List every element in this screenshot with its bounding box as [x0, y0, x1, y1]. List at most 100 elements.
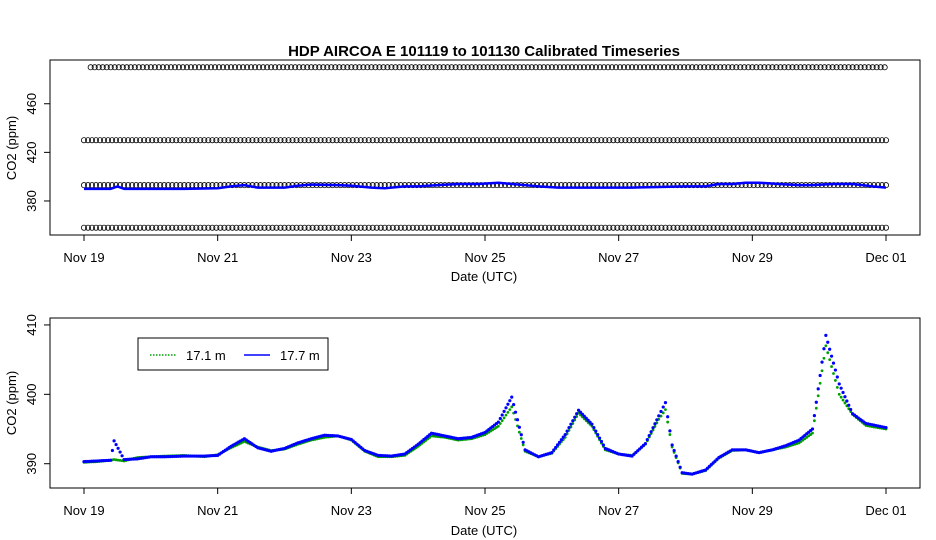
calibration-marker: [665, 64, 672, 71]
calibration-marker: [686, 224, 693, 231]
calibration-marker: [261, 137, 268, 144]
calibration-marker: [389, 224, 396, 231]
calibration-marker: [546, 224, 553, 231]
calibration-marker: [584, 64, 591, 71]
calibration-marker: [866, 137, 873, 144]
calibration-marker: [854, 224, 861, 231]
calibration-marker: [468, 64, 475, 71]
calibration-marker: [550, 137, 557, 144]
calibration-marker: [782, 224, 789, 231]
calibration-marker: [630, 137, 637, 144]
data-point: [496, 424, 500, 428]
calibration-marker: [646, 224, 653, 231]
calibration-marker: [205, 137, 212, 144]
calibration-marker: [862, 224, 869, 231]
calibration-marker: [103, 64, 110, 71]
calibration-marker: [681, 64, 688, 71]
legend: 17.1 m 17.7 m: [137, 337, 329, 371]
calibration-marker: [694, 224, 701, 231]
calibration-marker: [416, 64, 423, 71]
calibration-marker: [260, 64, 267, 71]
calibration-marker: [445, 137, 452, 144]
calibration-marker: [284, 64, 291, 71]
calibration-marker: [213, 224, 220, 231]
data-point: [645, 438, 649, 442]
calibration-marker: [253, 224, 260, 231]
calibration-marker: [662, 137, 669, 144]
calibration-marker: [786, 224, 793, 231]
calibration-marker: [516, 64, 523, 71]
calibration-marker: [854, 137, 861, 144]
calibration-marker: [433, 137, 440, 144]
data-point: [601, 443, 605, 447]
calibration-marker: [813, 64, 820, 71]
data-point: [504, 406, 508, 410]
data-point: [672, 448, 676, 453]
calibration-marker: [546, 137, 553, 144]
calibration-marker: [101, 224, 108, 231]
calibration-marker: [801, 64, 808, 71]
calibration-marker: [189, 137, 196, 144]
calibration-marker: [769, 64, 776, 71]
data-point: [812, 419, 816, 423]
calibration-marker: [590, 224, 597, 231]
calibration-marker: [614, 137, 621, 144]
calibration-marker: [578, 137, 585, 144]
data-point: [116, 446, 120, 450]
calibration-marker: [733, 64, 740, 71]
calibration-marker: [506, 137, 513, 144]
data-point: [651, 426, 655, 430]
calibration-marker: [113, 224, 120, 231]
bottom-y-tick-label: 390: [24, 453, 39, 475]
calibration-marker: [766, 224, 773, 231]
bottom-x-tick-label: Nov 29: [732, 503, 773, 518]
data-point: [120, 454, 124, 458]
calibration-marker: [444, 64, 451, 71]
calibration-marker: [473, 137, 480, 144]
calibration-marker: [650, 224, 657, 231]
calibration-marker: [742, 137, 749, 144]
calibration-marker: [572, 64, 579, 71]
calibration-marker: [185, 224, 192, 231]
calibration-marker: [221, 137, 228, 144]
calibration-marker: [554, 224, 561, 231]
calibration-marker: [428, 64, 435, 71]
calibration-marker: [782, 137, 789, 144]
calibration-marker: [97, 224, 104, 231]
calibration-marker: [413, 137, 420, 144]
calibration-marker: [253, 137, 260, 144]
top-x-tick-label: Nov 19: [63, 250, 104, 265]
data-point: [841, 398, 845, 402]
calibration-marker: [794, 224, 801, 231]
calibration-marker: [155, 64, 162, 71]
calibration-marker: [773, 64, 780, 71]
calibration-marker: [211, 64, 218, 71]
calibration-marker: [229, 224, 236, 231]
calibration-marker: [389, 137, 396, 144]
data-point: [835, 375, 839, 379]
calibration-marker: [765, 64, 772, 71]
calibration-marker: [185, 137, 192, 144]
calibration-marker: [866, 224, 873, 231]
calibration-marker: [641, 64, 648, 71]
calibration-marker: [453, 137, 460, 144]
calibration-marker: [654, 137, 661, 144]
calibration-marker: [883, 182, 890, 189]
data-point: [584, 416, 588, 420]
data-point: [829, 354, 834, 358]
bottom-x-tick-label: Nov 23: [331, 503, 372, 518]
calibration-marker: [480, 64, 487, 71]
calibration-marker: [582, 224, 589, 231]
calibration-marker: [241, 224, 248, 231]
calibration-marker: [141, 224, 148, 231]
calibration-marker: [105, 137, 112, 144]
calibration-marker: [745, 64, 752, 71]
calibration-marker: [566, 137, 573, 144]
calibration-marker: [293, 224, 300, 231]
data-point: [114, 442, 118, 447]
calibration-marker: [612, 64, 619, 71]
data-point: [814, 406, 818, 410]
calibration-marker: [357, 137, 364, 144]
calibration-marker: [317, 137, 324, 144]
calibration-marker: [436, 64, 443, 71]
